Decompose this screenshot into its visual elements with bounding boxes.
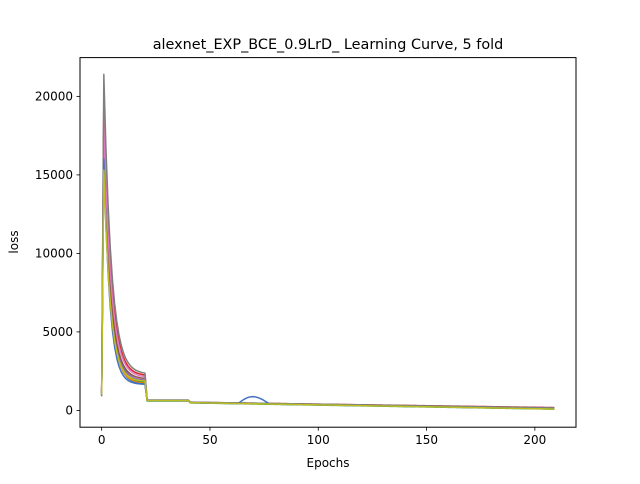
y-tick-label: 5000 bbox=[42, 325, 73, 339]
x-tick-label: 200 bbox=[523, 433, 546, 447]
y-tick-label: 15000 bbox=[35, 168, 73, 182]
plot-lines bbox=[100, 73, 555, 410]
x-axis-ticks: 0 50 100 150 200 bbox=[98, 427, 546, 447]
series-line-10 bbox=[100, 169, 555, 410]
x-tick-label: 100 bbox=[307, 433, 330, 447]
y-tick-label: 10000 bbox=[35, 247, 73, 261]
chart-title: alexnet_EXP_BCE_0.9LrD_ Learning Curve, … bbox=[153, 37, 504, 53]
x-tick-label: 0 bbox=[98, 433, 106, 447]
y-tick-label: 0 bbox=[65, 404, 73, 418]
y-axis-ticks: 0 5000 10000 15000 20000 bbox=[35, 90, 80, 418]
y-axis-label: loss bbox=[7, 230, 21, 253]
axes-frame bbox=[79, 57, 577, 428]
y-tick-label: 20000 bbox=[35, 90, 73, 104]
x-axis-label: Epochs bbox=[307, 456, 350, 470]
x-tick-label: 150 bbox=[415, 433, 438, 447]
x-tick-label: 50 bbox=[202, 433, 217, 447]
